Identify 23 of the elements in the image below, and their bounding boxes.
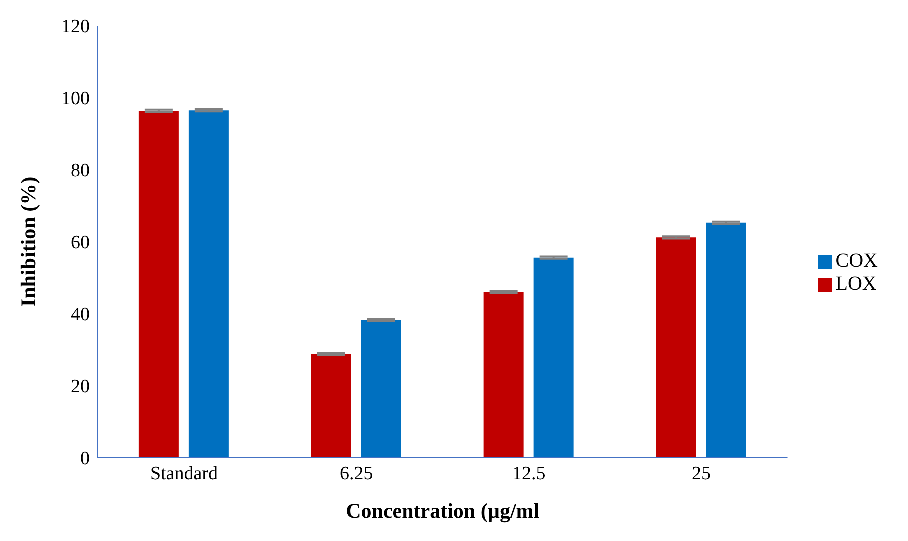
y-tick-label: 20: [71, 376, 90, 398]
x-tick-label: 25: [692, 463, 712, 484]
y-tick-label: 60: [71, 232, 90, 254]
y-tick-label: 0: [80, 448, 90, 470]
bar: [534, 258, 574, 458]
bar: [361, 320, 402, 458]
bar: [484, 292, 524, 458]
legend-label: COX: [836, 250, 878, 272]
x-tick-label: 6.25: [340, 463, 374, 484]
bar: [656, 238, 696, 458]
bar: [311, 354, 352, 458]
legend-label: LOX: [836, 273, 877, 295]
y-axis-title: Inhibition (%): [16, 176, 40, 308]
x-tick-label: 12.5: [512, 463, 546, 484]
bar: [138, 110, 179, 458]
y-tick-label: 80: [71, 160, 90, 182]
x-axis-title: Concentration (µg/ml: [346, 499, 540, 523]
y-tick-label: 100: [62, 88, 90, 110]
y-tick-label: 120: [62, 16, 90, 38]
y-tick-label: 40: [71, 304, 90, 326]
bar: [188, 110, 229, 458]
bar: [706, 222, 746, 458]
x-tick-label: Standard: [150, 463, 218, 484]
